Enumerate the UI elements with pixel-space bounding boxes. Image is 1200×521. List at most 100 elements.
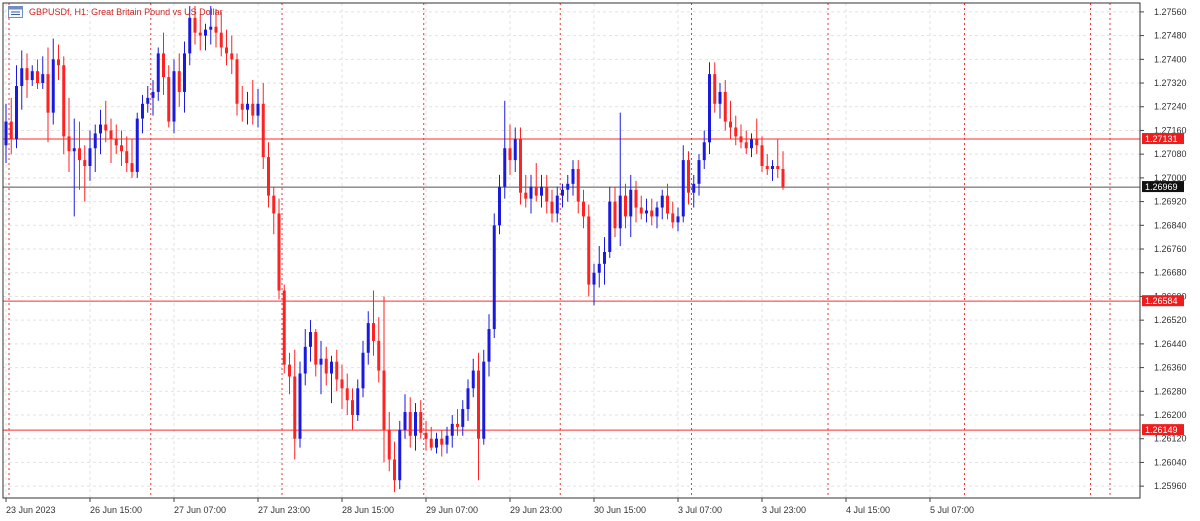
x-tick-label: 27 Jun 07:00 [174, 505, 226, 515]
header-comma: , [69, 7, 73, 17]
candle-body [83, 160, 87, 167]
candle-body [72, 148, 76, 152]
candle-body [351, 400, 354, 416]
x-tick-label: 29 Jun 23:00 [510, 505, 562, 515]
candle-body [340, 379, 344, 389]
candle-body [540, 186, 543, 196]
candle-body [708, 74, 711, 143]
candle-body [624, 195, 627, 217]
candle-body [639, 207, 643, 214]
candle-body [393, 459, 396, 481]
candle-body [356, 388, 360, 416]
candle-body [156, 53, 160, 92]
y-tick-label: 1.25960 [1154, 481, 1187, 491]
candle-body [256, 103, 260, 116]
candle-body [141, 103, 144, 119]
candle-body [282, 290, 286, 365]
candle-body [487, 329, 491, 362]
candle-body [666, 195, 669, 214]
candle-body [335, 361, 339, 380]
level-price-label: 1.26149 [1145, 425, 1178, 435]
candle-body [655, 207, 659, 217]
plot-frame [2, 2, 1141, 499]
candle-body [408, 412, 412, 436]
candle-body [671, 213, 675, 223]
candle-body [445, 435, 449, 445]
candle-body [345, 388, 349, 401]
candle-body [750, 139, 753, 149]
candle-body [503, 148, 507, 187]
candle-body [267, 157, 270, 196]
x-tick-label: 4 Jul 15:00 [846, 505, 890, 515]
candle-body [729, 121, 732, 128]
x-tick-label: 3 Jul 07:00 [678, 505, 722, 515]
current-price-label: 1.26969 [1145, 182, 1178, 192]
candle-body [587, 216, 591, 285]
candle-body [508, 148, 512, 161]
y-tick-label: 1.27320 [1154, 78, 1187, 88]
x-tick-label: 27 Jun 23:00 [258, 505, 310, 515]
candle-body [183, 53, 186, 92]
candle-body [477, 370, 480, 439]
candle-body [99, 124, 102, 134]
candle-body [261, 103, 265, 158]
candle-body [723, 91, 727, 122]
candle-body [209, 26, 213, 30]
candle-body [324, 358, 328, 374]
x-tick-label: 29 Jun 07:00 [426, 505, 478, 515]
y-tick-label: 1.26760 [1154, 244, 1187, 254]
candle-body [519, 139, 522, 193]
candle-body [524, 192, 528, 199]
candle-body [419, 412, 423, 433]
candle-body [492, 225, 496, 330]
candle-body [20, 68, 24, 86]
candle-body [67, 136, 71, 152]
candle-body [219, 32, 223, 48]
candle-body [734, 127, 738, 137]
x-tick-label: 3 Jul 23:00 [762, 505, 806, 515]
candle-body [482, 361, 486, 439]
candle-body [645, 210, 648, 214]
x-tick-label: 26 Jun 15:00 [90, 505, 142, 515]
candle-body [235, 59, 239, 104]
candle-body [765, 166, 769, 169]
candle-body [697, 160, 701, 184]
candle-body [450, 423, 454, 436]
candle-body [319, 358, 323, 365]
candle-body [293, 376, 297, 439]
candle-body [440, 438, 444, 445]
candle-body [366, 323, 370, 353]
candle-body [744, 142, 748, 149]
candle-body [251, 103, 255, 116]
candle-body [760, 145, 764, 167]
y-tick-label: 1.27000 [1154, 173, 1187, 183]
candle-body [461, 409, 465, 427]
chart-window-icon [8, 6, 23, 18]
candle-body [120, 145, 123, 152]
symbol-description: Great Britain Pound vs US Dollar [91, 7, 223, 17]
candle-body [162, 53, 165, 78]
candle-body [650, 210, 654, 217]
candle-body [466, 388, 470, 410]
candle-body [776, 166, 780, 169]
y-tick-label: 1.26920 [1154, 197, 1187, 207]
y-tick-label: 1.26280 [1154, 386, 1187, 396]
candle-body [309, 332, 312, 347]
y-tick-label: 1.27240 [1154, 102, 1187, 112]
candle-body [330, 361, 333, 374]
candle-body [550, 201, 554, 214]
y-tick-label: 1.26360 [1154, 363, 1187, 373]
candle-body [214, 26, 218, 33]
candle-body [781, 168, 785, 187]
candle-body [561, 189, 564, 196]
candle-body [46, 74, 50, 113]
candle-body [414, 412, 417, 436]
y-tick-label: 1.26040 [1154, 457, 1187, 467]
candle-body [597, 263, 601, 273]
candle-body [146, 97, 150, 104]
chart-header: GBPUSDf, H1: Great Britain Pound vs US D… [8, 4, 223, 20]
candle-body [93, 133, 97, 149]
candle-body [377, 340, 381, 371]
